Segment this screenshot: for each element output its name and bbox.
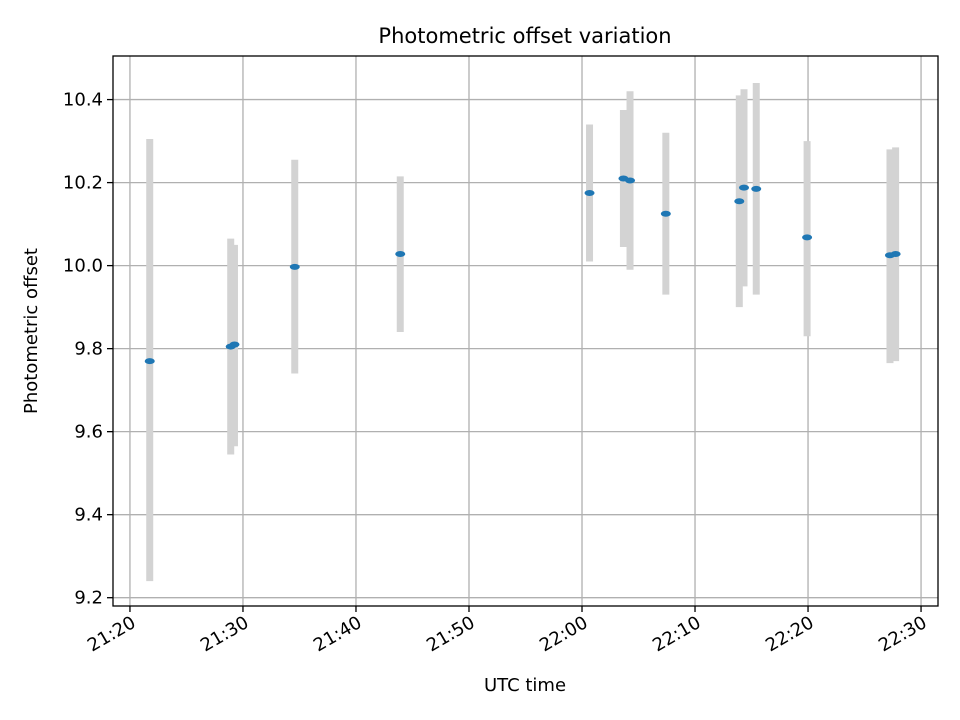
y-tick-label: 9.2 <box>74 588 103 609</box>
data-point <box>229 341 240 348</box>
data-point <box>734 198 745 205</box>
data-point <box>738 184 749 191</box>
y-axis-ticks: 9.2 9.4 9.6 9.8 10.0 10.2 10.4 <box>63 90 113 609</box>
data-point <box>289 263 300 270</box>
data-point <box>584 189 595 196</box>
y-tick-label: 10.4 <box>63 90 103 111</box>
plot-frame <box>112 55 939 607</box>
y-tick-label: 9.6 <box>74 422 103 443</box>
y-tick-label: 9.8 <box>74 339 103 360</box>
x-tick-label: 21:30 <box>197 612 252 656</box>
x-tick-label: 22:30 <box>875 612 930 656</box>
data-point <box>144 358 155 365</box>
y-tick-label: 9.4 <box>74 505 103 526</box>
y-tick-label: 10.2 <box>63 173 103 194</box>
data-point <box>625 177 636 184</box>
x-axis-label: UTC time <box>484 675 566 696</box>
markers <box>144 175 901 365</box>
x-tick-label: 22:10 <box>649 612 704 656</box>
data-point <box>802 234 813 241</box>
y-tick-label: 10.0 <box>63 256 103 277</box>
x-axis-ticks: 21:20 21:30 21:40 21:50 22:00 22:10 22:20 22:30 <box>84 606 931 656</box>
data-point <box>395 251 406 257</box>
x-tick-label: 21:50 <box>423 612 478 656</box>
x-tick-label: 22:00 <box>536 612 591 656</box>
x-tick-label: 21:40 <box>310 612 365 656</box>
data-point <box>890 251 901 257</box>
y-axis-label: Photometric offset <box>21 248 42 414</box>
grid <box>113 56 938 606</box>
x-tick-label: 22:20 <box>762 612 817 656</box>
data-point <box>751 185 762 192</box>
x-tick-label: 21:20 <box>84 612 139 656</box>
chart-title: Photometric offset variation <box>378 24 671 48</box>
data-point <box>660 210 671 217</box>
